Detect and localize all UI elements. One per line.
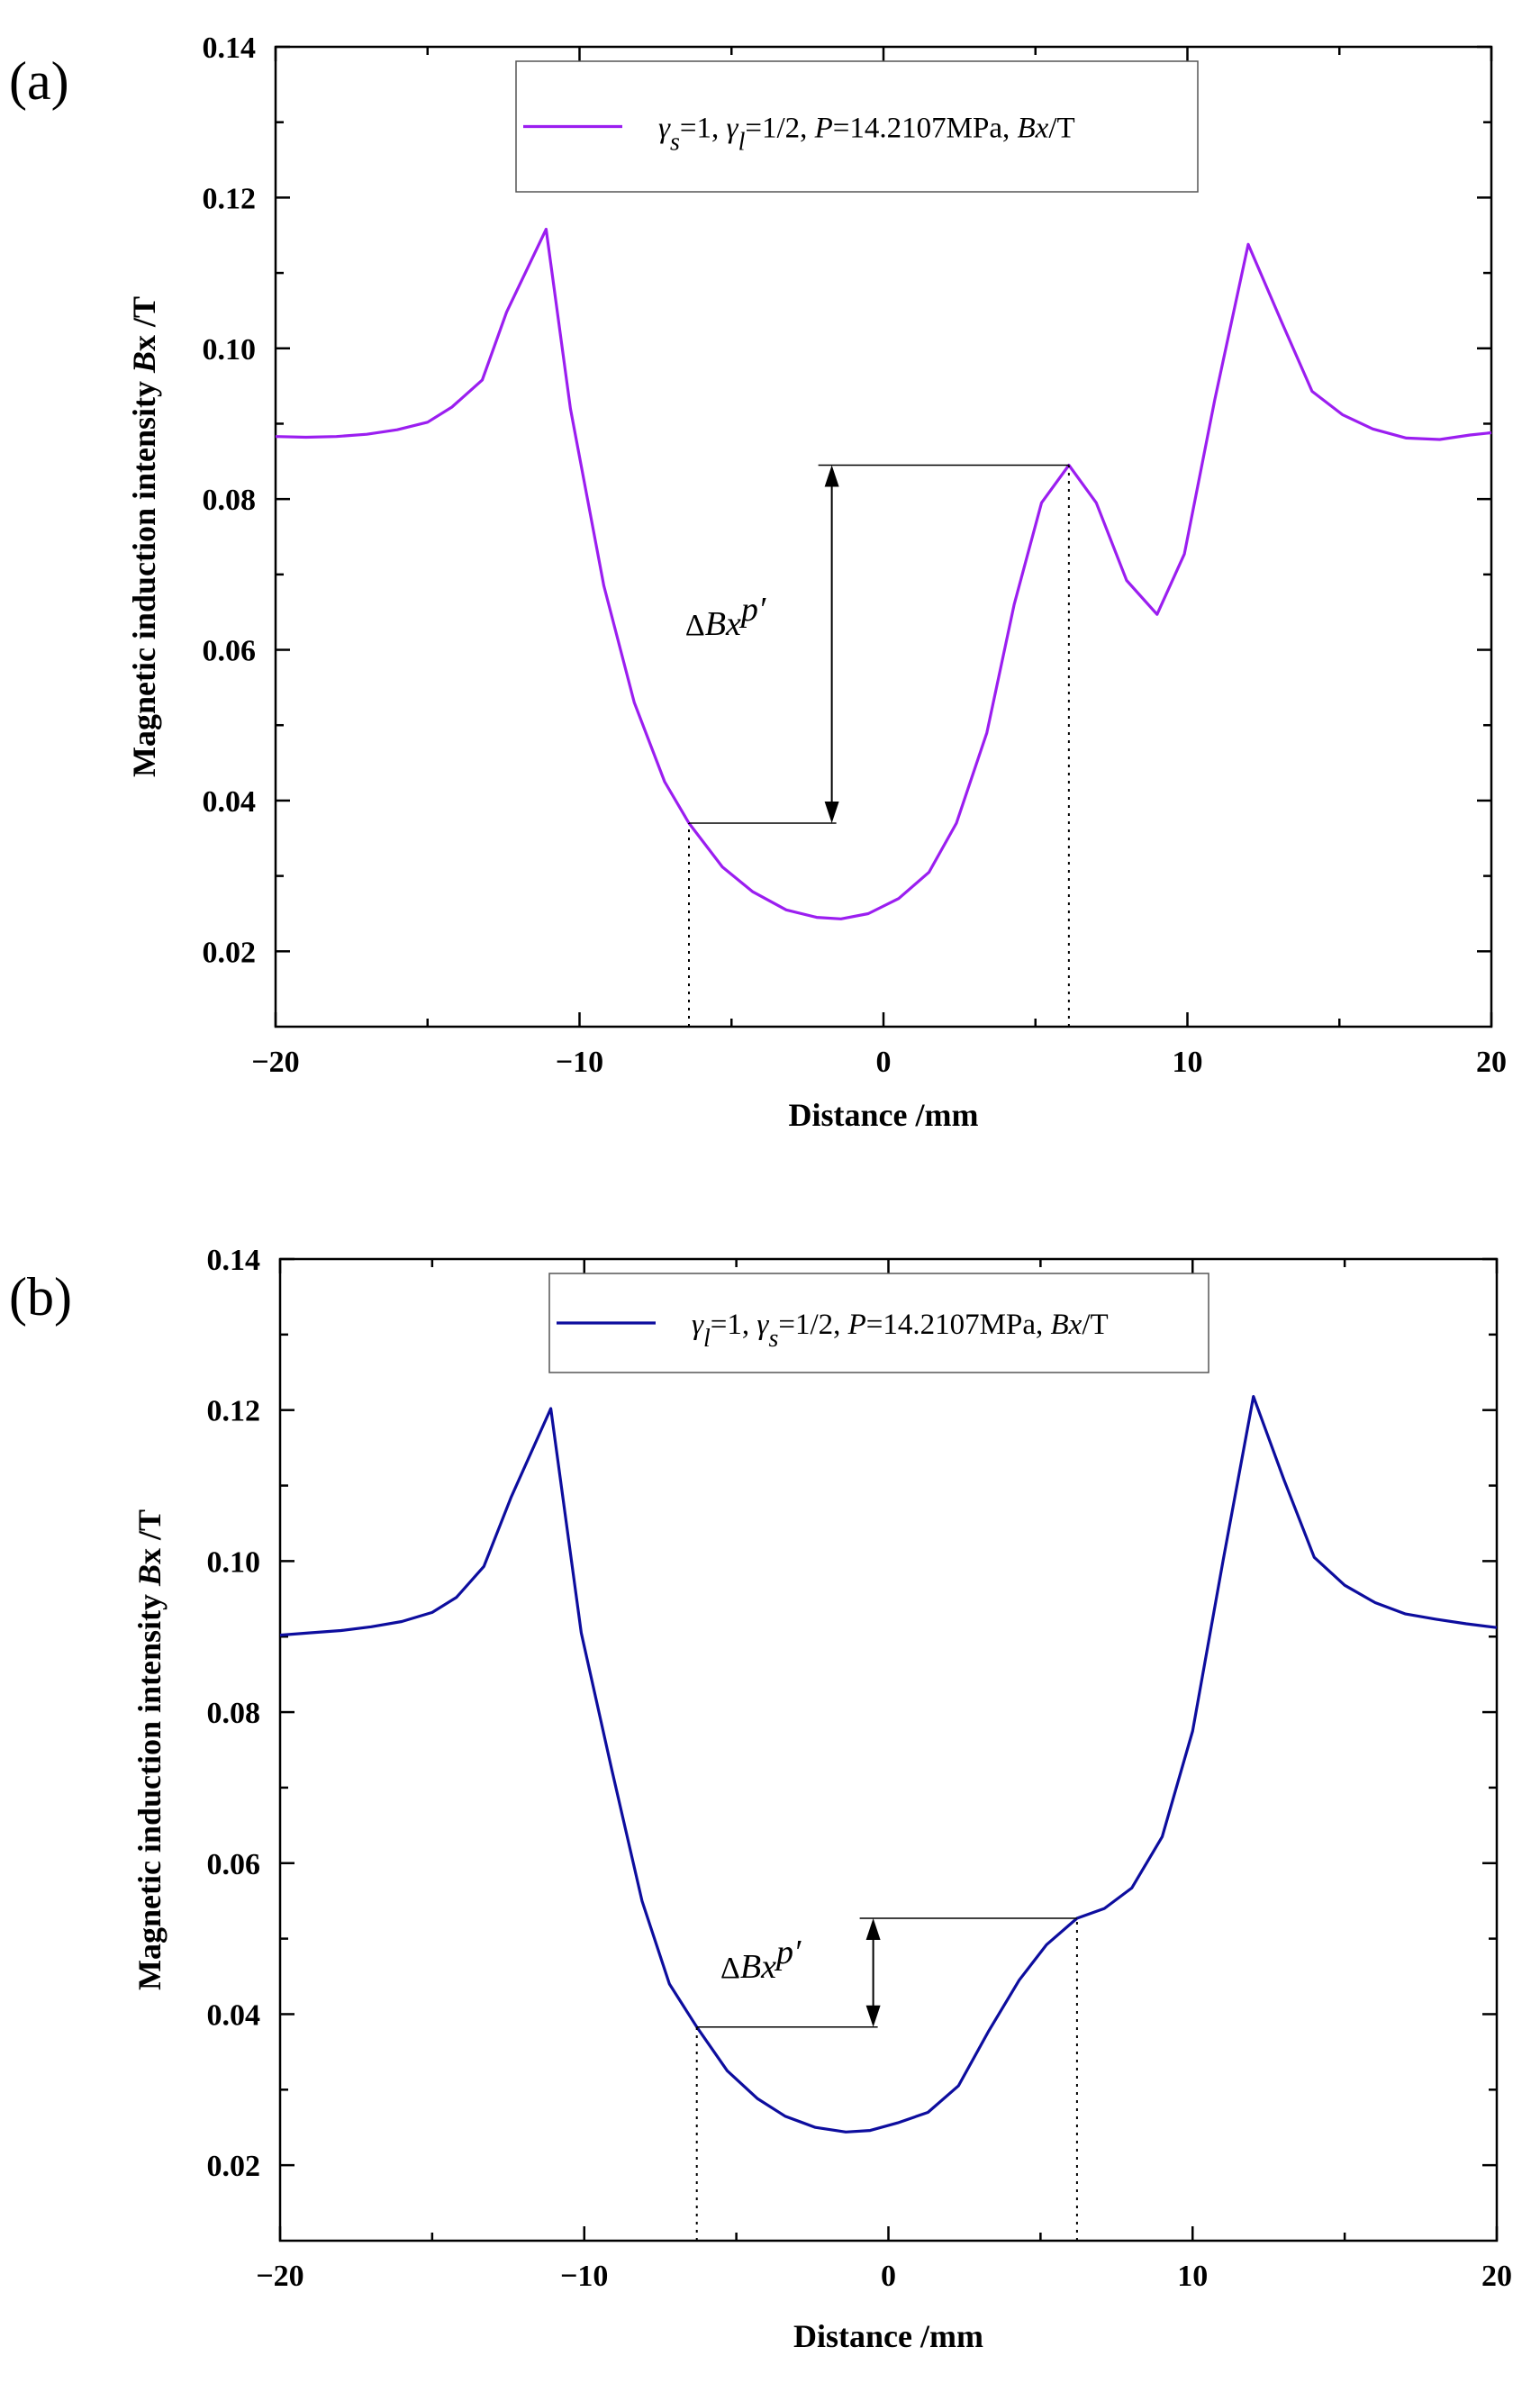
y-tick-label: 0.10: [203, 333, 257, 367]
y-tick-label: 0.08: [203, 484, 257, 517]
y-tick-label: 0.12: [207, 1395, 261, 1428]
x-axis-title: Distance /mm: [793, 2318, 983, 2354]
chart-panel-b: (b) −20 −10 0 10 20 0.02 0.04 0.06 0.08 0.10 0.12 0.…: [9, 1244, 1512, 2354]
legend-box: [548, 1273, 1209, 1373]
delta-arrow-head-top: [865, 1917, 881, 1940]
legend-label: γl=1, γs=1/2, P=14.2107MPa, Bx/T: [692, 1309, 1109, 1353]
y-tick-label: 0.14: [203, 32, 257, 65]
x-tick-label: 10: [1173, 1046, 1203, 1079]
delta-label: ΔBxp′: [685, 591, 766, 643]
x-tick-label: −10: [556, 1046, 603, 1079]
y-tick-label: 0.02: [207, 2150, 261, 2183]
x-tick-label: −10: [560, 2260, 608, 2293]
chart-panel-a: (a) −20 −10 0 10 20 0.02 0.04 0.06 0.08 0.10 0.12 0.…: [9, 32, 1507, 1133]
delta-arrow-head-bottom: [865, 2005, 881, 2027]
y-tick-label: 0.04: [207, 1998, 261, 2032]
y-axis-title: Magnetic induction intensity Bx /T: [126, 296, 162, 777]
x-tick-label: −20: [251, 1046, 299, 1079]
y-tick-label: 0.06: [207, 1848, 261, 1881]
x-axis-title: Distance /mm: [789, 1097, 979, 1133]
panel-label: (a): [9, 51, 69, 111]
x-tick-label: 0: [881, 2260, 896, 2293]
y-tick-label: 0.08: [207, 1697, 261, 1730]
delta-label: ΔBxp′: [720, 1934, 802, 1986]
legend-box: [515, 60, 1199, 193]
y-tick-label: 0.12: [203, 182, 257, 215]
y-tick-label: 0.06: [203, 635, 257, 668]
panel-label: (b): [9, 1267, 72, 1327]
delta-arrow-head-top: [824, 465, 839, 487]
y-tick-label: 0.04: [203, 785, 257, 819]
x-tick-label: 0: [876, 1046, 892, 1079]
x-tick-label: 20: [1476, 1046, 1507, 1079]
y-tick-label: 0.10: [207, 1545, 261, 1579]
y-tick-label: 0.14: [207, 1244, 261, 1277]
x-tick-label: 20: [1481, 2260, 1512, 2293]
x-tick-label: 10: [1177, 2260, 1208, 2293]
series-line: [279, 1394, 1498, 2134]
legend-label: γs=1, γl=1/2, P=14.2107MPa, Bx/T: [658, 113, 1075, 157]
series-line: [275, 227, 1492, 920]
plot-frame: [278, 1257, 1499, 2242]
delta-arrow-head-bottom: [824, 802, 839, 824]
y-tick-label: 0.02: [203, 936, 257, 969]
plot-frame: [274, 45, 1493, 1028]
y-axis-title: Magnetic induction intensity Bx /T: [131, 1509, 168, 1990]
x-tick-label: −20: [256, 2260, 303, 2293]
